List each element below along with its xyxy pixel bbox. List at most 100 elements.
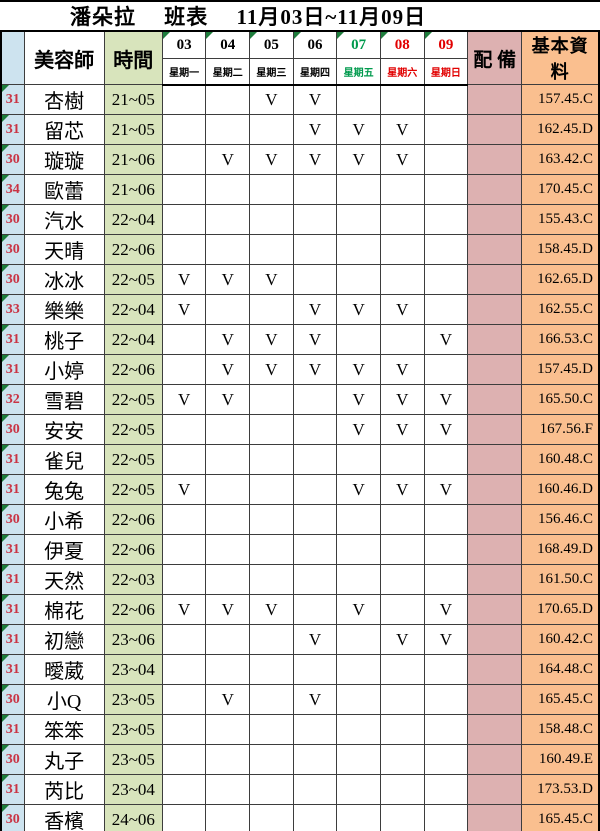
shift-day-07: V (336, 354, 381, 385)
shift-day-09: V (423, 414, 469, 445)
corner-note-triangle (2, 295, 9, 302)
header-beautician: 美容師 (23, 30, 105, 85)
beautician-name: 雀兒 (23, 444, 105, 475)
shift-day-03 (161, 174, 207, 205)
shift-day-06 (292, 804, 338, 831)
corner-note-triangle (2, 115, 9, 122)
shift-day-05: V (249, 324, 294, 355)
equipment-cell (467, 624, 523, 655)
shift-day-04: V (205, 324, 251, 355)
shift-day-08: V (379, 144, 425, 175)
basic-info-cell: 155.43.C (521, 204, 600, 235)
shift-time: 23~05 (103, 684, 163, 715)
shift-time: 22~04 (103, 204, 163, 235)
age-cell: 31 (0, 324, 25, 355)
shift-time: 22~05 (103, 414, 163, 445)
shift-day-05: V (249, 84, 294, 115)
equipment-cell (467, 444, 523, 475)
shift-day-05 (249, 234, 294, 265)
shift-day-09: V (423, 594, 469, 625)
shift-day-03 (161, 444, 207, 475)
table-row: 30 安安 22~05 V V V 167.56.F (0, 414, 600, 445)
shift-day-03 (161, 504, 207, 535)
basic-info-cell: 164.48.C (521, 654, 600, 685)
corner-note-triangle (2, 145, 9, 152)
header-date-03: 03 (161, 30, 207, 60)
shift-day-04 (205, 114, 251, 145)
shift-day-06: V (292, 114, 338, 145)
equipment-cell (467, 204, 523, 235)
shift-day-04 (205, 624, 251, 655)
beautician-name: 汽水 (23, 204, 105, 235)
shift-day-03 (161, 234, 207, 265)
shift-day-03 (161, 654, 207, 685)
beautician-name: 初戀 (23, 624, 105, 655)
shift-day-06 (292, 504, 338, 535)
shift-day-09 (423, 354, 469, 385)
age-cell: 31 (0, 594, 25, 625)
shift-time: 22~06 (103, 594, 163, 625)
shift-day-07: V (336, 594, 381, 625)
shift-day-07 (336, 234, 381, 265)
shift-day-03 (161, 624, 207, 655)
age-cell: 30 (0, 264, 25, 295)
header-weekday-07: 星期五 (336, 58, 381, 86)
shift-day-09 (423, 174, 469, 205)
beautician-name: 兔兔 (23, 474, 105, 505)
basic-info-cell: 160.42.C (521, 624, 600, 655)
age-cell: 31 (0, 654, 25, 685)
shift-day-08 (379, 534, 425, 565)
shift-day-04: V (205, 354, 251, 385)
shift-day-07 (336, 744, 381, 775)
age-cell: 30 (0, 144, 25, 175)
age-cell: 32 (0, 384, 25, 415)
shift-day-06: V (292, 144, 338, 175)
equipment-cell (467, 804, 523, 831)
table-row: 30 香檳 24~06 165.45.C (0, 804, 600, 831)
beautician-name: 歐蕾 (23, 174, 105, 205)
shift-day-04 (205, 474, 251, 505)
shift-day-04: V (205, 144, 251, 175)
beautician-name: 香檳 (23, 804, 105, 831)
shift-day-07: V (336, 414, 381, 445)
header-weekday-05: 星期三 (249, 58, 294, 86)
basic-info-cell: 165.50.C (521, 384, 600, 415)
corner-note-triangle (2, 235, 9, 242)
shift-time: 22~05 (103, 474, 163, 505)
shift-day-08: V (379, 474, 425, 505)
shift-day-03 (161, 744, 207, 775)
shift-day-05 (249, 534, 294, 565)
shift-day-05 (249, 654, 294, 685)
equipment-cell (467, 684, 523, 715)
shift-day-06 (292, 534, 338, 565)
table-row: 30 丸子 23~05 160.49.E (0, 744, 600, 775)
header-date-07: 07 (336, 30, 381, 60)
shift-day-04 (205, 804, 251, 831)
corner-note-triangle (2, 475, 9, 482)
shift-day-08 (379, 744, 425, 775)
header-row-dates: 美容師 時間 03 04 05 06 07 08 09 配 備 基本資料 (0, 30, 600, 85)
beautician-name: 安安 (23, 414, 105, 445)
table-row: 31 曖葳 23~04 164.48.C (0, 654, 600, 685)
equipment-cell (467, 264, 523, 295)
shift-day-07: V (336, 294, 381, 325)
corner-note-triangle (2, 775, 9, 782)
shift-day-08: V (379, 294, 425, 325)
basic-info-cell: 165.45.C (521, 684, 600, 715)
age-cell: 31 (0, 564, 25, 595)
table-row: 31 初戀 23~06 V V V 160.42.C (0, 624, 600, 655)
equipment-cell (467, 294, 523, 325)
shift-day-08: V (379, 624, 425, 655)
shift-day-06: V (292, 324, 338, 355)
shift-day-05 (249, 684, 294, 715)
table-row: 30 汽水 22~04 155.43.C (0, 204, 600, 235)
shift-time: 22~06 (103, 234, 163, 265)
shift-day-09: V (423, 474, 469, 505)
shift-day-05 (249, 564, 294, 595)
shift-day-03: V (161, 594, 207, 625)
shift-day-06 (292, 474, 338, 505)
corner-note-triangle (2, 265, 9, 272)
shift-day-08 (379, 804, 425, 831)
equipment-cell (467, 234, 523, 265)
